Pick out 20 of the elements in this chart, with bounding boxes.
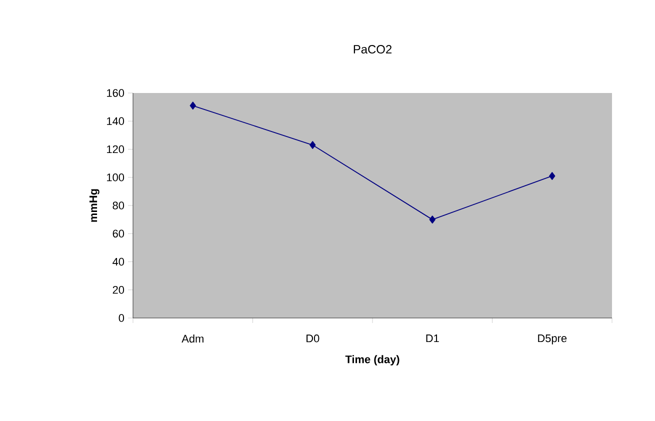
point [549, 172, 556, 180]
y-axis-title: mmHg [90, 189, 100, 222]
point [190, 102, 196, 110]
x-tick-label: Adm [182, 334, 204, 343]
x-tick-label: D1 [426, 334, 439, 342]
y-tick-label: 60 [112, 230, 124, 238]
x-axis-title: Time (day) [345, 355, 400, 366]
y-tick-label: 80 [112, 202, 124, 210]
x-tick-label: D0 [306, 334, 320, 342]
y-tick-label: 100 [107, 174, 124, 182]
y-tick-label: 0 [118, 314, 124, 322]
y-tick-label: 160 [107, 89, 124, 97]
point [310, 141, 316, 149]
y-tick-label: 20 [112, 286, 124, 294]
y-tick-label: 140 [107, 117, 124, 126]
y-tick-label: 40 [112, 258, 124, 266]
chart-title: PaCO2 [354, 45, 392, 54]
x-tick-label: D5pre [538, 334, 567, 344]
point [429, 216, 436, 224]
y-tick-label: 120 [107, 145, 124, 154]
